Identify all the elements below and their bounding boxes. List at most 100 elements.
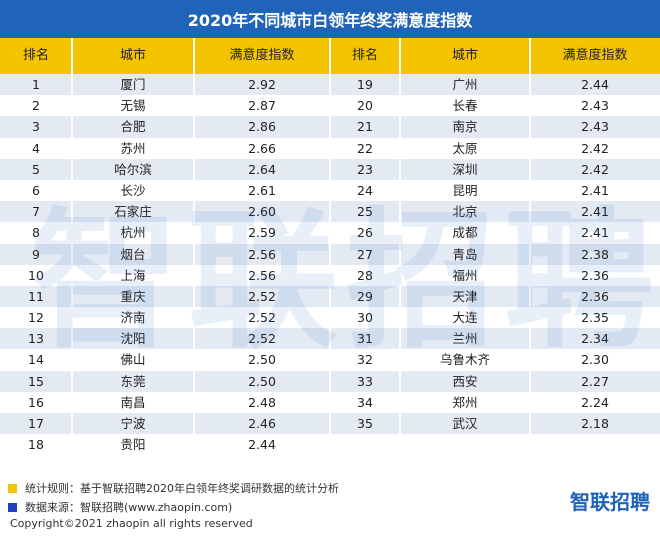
cell-index-right: 2.24 xyxy=(581,394,609,410)
cell-rank-left: 2 xyxy=(32,98,40,114)
cell-city-left: 石家庄 xyxy=(114,204,152,220)
column-divider xyxy=(529,38,531,458)
copyright-text: Copyright©2021 zhaopin all rights reserv… xyxy=(10,517,253,530)
note-source: 数据来源：智联招聘(www.zhaopin.com) xyxy=(8,499,232,515)
cell-rank-right: 32 xyxy=(357,352,373,368)
zhaopin-logo: 智联招聘 xyxy=(570,490,650,514)
cell-index-right: 2.42 xyxy=(581,140,609,156)
cell-rank-right: 23 xyxy=(357,161,373,177)
cell-rank-right: 34 xyxy=(357,394,373,410)
cell-index-left: 2.66 xyxy=(248,140,276,156)
cell-rank-right: 22 xyxy=(357,140,373,156)
cell-rank-right: 20 xyxy=(357,98,373,114)
cell-city-right: 昆明 xyxy=(452,182,478,198)
table-body: 1 厦门 2.92 19 广州 2.44 2 无锡 2.87 20 长春 2.43 3 合肥 2.86 21 南… xyxy=(0,74,660,456)
cell-city-right: 青岛 xyxy=(452,246,478,262)
cell-rank-left: 18 xyxy=(28,437,44,453)
cell-rank-left: 8 xyxy=(32,225,40,241)
header-index-left: 满意度指数 xyxy=(229,48,295,63)
cell-city-left: 佛山 xyxy=(120,352,146,368)
cell-index-left: 2.50 xyxy=(248,373,276,389)
cell-rank-right: 29 xyxy=(357,288,373,304)
cell-index-right: 2.41 xyxy=(581,225,609,241)
cell-rank-left: 17 xyxy=(28,416,44,431)
cell-city-left: 宁波 xyxy=(120,416,146,431)
cell-rank-left: 5 xyxy=(32,161,40,177)
header-city-right: 城市 xyxy=(451,48,478,63)
cell-rank-right: 19 xyxy=(357,77,373,92)
column-divider xyxy=(193,38,195,458)
cell-index-left: 2.50 xyxy=(248,352,276,368)
cell-city-left: 重庆 xyxy=(120,288,146,304)
cell-city-left: 长沙 xyxy=(120,182,146,198)
cell-rank-left: 16 xyxy=(28,394,44,410)
cell-city-right: 武汉 xyxy=(452,416,478,431)
header-rank-left: 排名 xyxy=(22,48,49,63)
note-rule: 统计规则：基于智联招聘2020年白领年终奖调研数据的统计分析 xyxy=(8,480,339,496)
cell-city-right: 郑州 xyxy=(452,394,478,410)
cell-rank-left: 7 xyxy=(32,204,40,220)
cell-city-left: 贵阳 xyxy=(120,437,146,453)
cell-index-right xyxy=(530,434,660,455)
cell-rank-left: 4 xyxy=(32,140,40,156)
cell-rank-left: 12 xyxy=(28,310,44,326)
cell-city-right: 乌鲁木齐 xyxy=(439,352,490,368)
cell-rank-right xyxy=(330,434,400,455)
cell-rank-left: 6 xyxy=(32,182,40,198)
cell-city-left: 杭州 xyxy=(120,225,146,241)
cell-city-right: 北京 xyxy=(452,204,478,220)
cell-city-left: 烟台 xyxy=(120,246,146,262)
cell-index-left: 2.44 xyxy=(248,437,276,453)
cell-index-left: 2.87 xyxy=(248,98,276,114)
cell-rank-left: 13 xyxy=(28,331,44,347)
cell-rank-left: 15 xyxy=(28,373,44,389)
cell-city-left: 上海 xyxy=(120,267,146,283)
cell-city-right: 成都 xyxy=(452,225,478,241)
cell-rank-right: 35 xyxy=(357,416,373,431)
page-title-bar: 2020年不同城市白领年终奖满意度指数 xyxy=(0,0,660,38)
cell-index-right: 2.35 xyxy=(581,310,609,326)
cell-index-left: 2.46 xyxy=(248,416,276,431)
cell-city-left: 苏州 xyxy=(120,140,146,156)
cell-index-right: 2.41 xyxy=(581,182,609,198)
cell-index-right: 2.43 xyxy=(581,119,609,135)
cell-index-left: 2.56 xyxy=(248,267,276,283)
cell-rank-right: 24 xyxy=(357,182,373,198)
note-rule-text: 统计规则：基于智联招聘2020年白领年终奖调研数据的统计分析 xyxy=(25,482,339,495)
cell-city-left: 哈尔滨 xyxy=(114,161,152,177)
cell-index-right: 2.27 xyxy=(581,373,609,389)
cell-index-right: 2.41 xyxy=(581,204,609,220)
cell-index-right: 2.36 xyxy=(581,267,609,283)
cell-city-right: 南京 xyxy=(452,119,478,135)
cell-city-left: 济南 xyxy=(120,310,146,326)
cell-city-right: 深圳 xyxy=(452,161,478,177)
cell-city-right: 太原 xyxy=(452,140,478,156)
cell-rank-right: 27 xyxy=(357,246,373,262)
yellow-square-icon xyxy=(8,483,17,493)
cell-index-left: 2.92 xyxy=(248,77,276,92)
cell-rank-right: 30 xyxy=(357,310,373,326)
cell-index-left: 2.64 xyxy=(248,161,276,177)
cell-index-right: 2.38 xyxy=(581,246,609,262)
cell-rank-left: 10 xyxy=(28,267,44,283)
header-city-left: 城市 xyxy=(119,48,146,63)
cell-city-left: 厦门 xyxy=(120,77,146,92)
cell-city-right: 兰州 xyxy=(452,331,478,347)
cell-index-left: 2.52 xyxy=(248,288,276,304)
cell-index-right: 2.36 xyxy=(581,288,609,304)
cell-rank-right: 33 xyxy=(357,373,373,389)
blue-square-icon xyxy=(8,502,17,512)
cell-city-right: 广州 xyxy=(452,77,478,92)
cell-city-left: 南昌 xyxy=(120,394,146,410)
cell-city-left: 东莞 xyxy=(120,373,146,389)
cell-rank-right: 26 xyxy=(357,225,373,241)
cell-index-right: 2.34 xyxy=(581,331,609,347)
note-source-text: 数据来源：智联招聘(www.zhaopin.com) xyxy=(25,501,233,514)
cell-city-left: 沈阳 xyxy=(120,331,146,347)
column-divider xyxy=(71,38,73,458)
cell-index-right: 2.43 xyxy=(581,98,609,114)
cell-city-right: 西安 xyxy=(452,373,478,389)
cell-rank-right: 28 xyxy=(357,267,373,283)
cell-index-left: 2.52 xyxy=(248,310,276,326)
cell-rank-left: 14 xyxy=(28,352,44,368)
